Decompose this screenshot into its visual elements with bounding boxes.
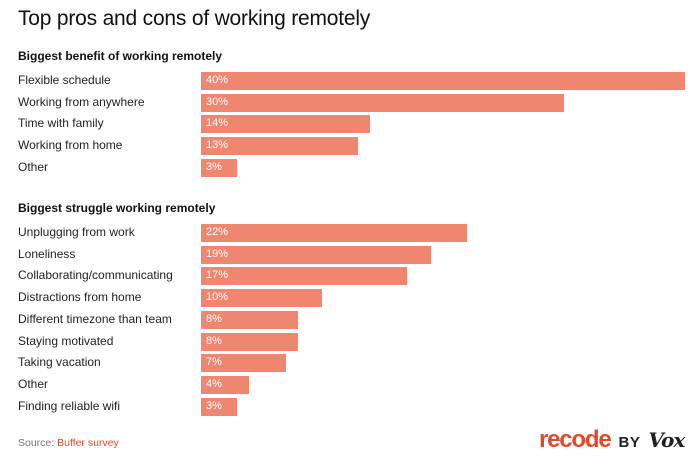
- bar: 4%: [201, 375, 250, 394]
- bar: 13%: [201, 137, 359, 156]
- section-title: Biggest benefit of working remotely: [18, 49, 223, 63]
- bar: 14%: [201, 115, 371, 134]
- source-prefix: Source:: [18, 437, 58, 449]
- category-label: Collaborating/communicating: [18, 268, 173, 283]
- bar-value-label: 22%: [206, 226, 229, 238]
- bar-value-label: 10%: [206, 291, 229, 304]
- bar-value-label: 13%: [206, 139, 229, 152]
- bar: 19%: [201, 245, 431, 264]
- bar-value-label: 7%: [206, 356, 222, 369]
- brand-by: BY: [618, 434, 641, 451]
- bar-value-label: 40%: [206, 74, 229, 86]
- bar: 8%: [201, 332, 298, 351]
- bar-value-label: 14%: [206, 117, 229, 130]
- category-label: Other: [18, 376, 49, 391]
- category-label: Flexible schedule: [18, 73, 111, 87]
- bar-value-label: 30%: [206, 95, 229, 108]
- bar: 30%: [201, 93, 564, 112]
- category-label: Distractions from home: [18, 290, 142, 305]
- bar: 22%: [201, 224, 468, 242]
- bar: 10%: [201, 289, 322, 308]
- bar-value-label: 3%: [206, 399, 222, 412]
- source-link[interactable]: Buffer survey: [57, 437, 119, 449]
- bar-value-label: 4%: [206, 377, 222, 390]
- bar: 40%: [201, 72, 685, 90]
- bar: 3%: [201, 397, 238, 416]
- brand-logo: recode BY Vox: [539, 426, 685, 453]
- source-note: Source: Buffer survey: [18, 437, 119, 449]
- bar: 8%: [201, 310, 298, 329]
- bar-value-label: 8%: [206, 312, 222, 325]
- category-label: Time with family: [18, 116, 104, 131]
- category-label: Staying motivated: [18, 333, 114, 348]
- category-label: Finding reliable wifi: [18, 398, 121, 413]
- recode-logo: recode: [539, 426, 612, 453]
- bar-value-label: 17%: [206, 269, 229, 282]
- category-label: Taking vacation: [18, 355, 101, 370]
- vox-logo: Vox: [648, 428, 685, 452]
- bar: 17%: [201, 267, 407, 286]
- category-label: Unplugging from work: [18, 225, 135, 239]
- category-label: Other: [18, 159, 49, 174]
- bar-value-label: 19%: [206, 247, 229, 260]
- category-label: Loneliness: [18, 246, 76, 261]
- chart-title: Top pros and cons of working remotely: [18, 7, 371, 30]
- bar-value-label: 3%: [206, 160, 222, 173]
- category-label: Different timezone than team: [18, 311, 172, 326]
- bar: 7%: [201, 354, 286, 373]
- category-label: Working from home: [18, 138, 123, 153]
- bar: 3%: [201, 158, 238, 177]
- bar-value-label: 8%: [206, 334, 222, 347]
- section-title: Biggest struggle working remotely: [18, 201, 216, 215]
- category-label: Working from anywhere: [18, 94, 145, 109]
